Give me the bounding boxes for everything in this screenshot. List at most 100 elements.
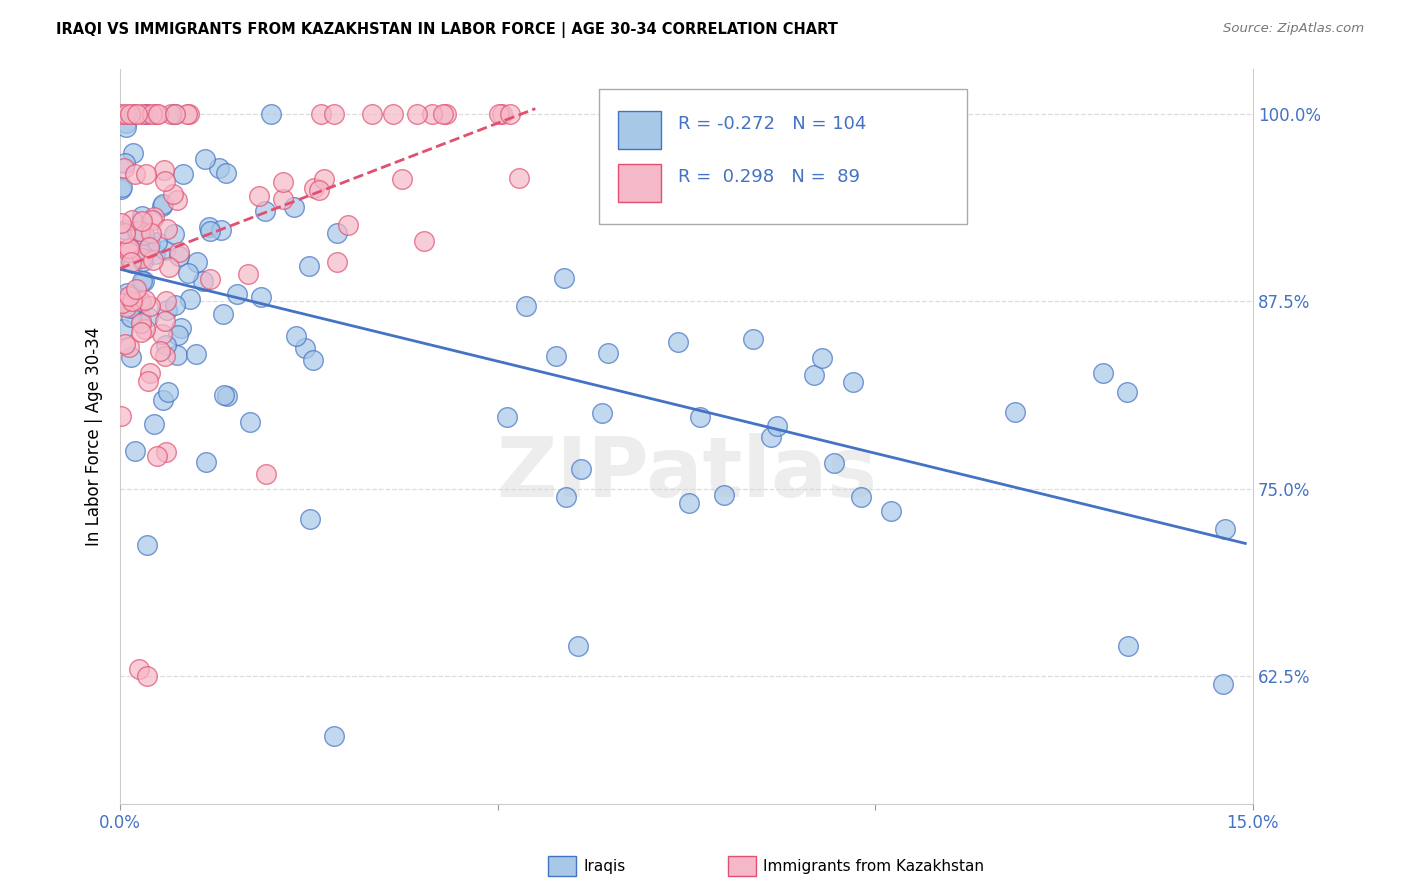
Point [546, 349, 568, 363]
Point [146, 235, 169, 249]
Point [215, 166, 238, 180]
Text: IRAQI VS IMMIGRANTS FROM KAZAKHSTAN IN LABOR FORCE | AGE 30-34 CORRELATION CHART: IRAQI VS IMMIGRANTS FROM KAZAKHSTAN IN L… [56, 22, 838, 38]
Point [129, 316, 152, 330]
Point [120, 310, 142, 324]
Point [111, 322, 134, 336]
Point [110, 182, 132, 196]
Point [842, 375, 865, 389]
Point [405, 106, 427, 120]
Point [165, 106, 187, 120]
Point [124, 106, 146, 120]
Point [121, 213, 143, 227]
Point [172, 167, 194, 181]
Point [129, 311, 152, 326]
Point [239, 415, 262, 429]
Point [118, 340, 141, 354]
Point [135, 538, 157, 552]
Point [141, 106, 163, 120]
Point [226, 287, 249, 301]
Point [678, 496, 700, 510]
Point [153, 243, 176, 257]
Point [150, 327, 173, 342]
Point [149, 344, 172, 359]
Point [138, 241, 160, 255]
Point [294, 341, 316, 355]
Y-axis label: In Labor Force | Age 30-34: In Labor Force | Age 30-34 [86, 326, 103, 546]
Point [823, 456, 845, 470]
Point [145, 106, 167, 120]
Point [1004, 404, 1026, 418]
Point [156, 384, 179, 399]
Point [198, 224, 221, 238]
Point [508, 171, 530, 186]
Point [496, 409, 519, 424]
Point [162, 186, 184, 201]
Point [167, 328, 190, 343]
Point [208, 161, 231, 176]
Point [432, 106, 454, 120]
Point [155, 174, 177, 188]
Point [153, 163, 176, 178]
Point [135, 106, 157, 120]
Point [761, 430, 783, 444]
Point [135, 106, 157, 120]
Point [110, 217, 132, 231]
Point [271, 175, 294, 189]
Point [131, 106, 153, 120]
Point [153, 349, 176, 363]
Point [157, 260, 180, 274]
Point [250, 290, 273, 304]
Point [212, 388, 235, 402]
Point [112, 161, 135, 175]
Point [120, 255, 142, 269]
Point [121, 293, 143, 308]
Point [742, 332, 765, 346]
Point [128, 662, 150, 676]
Point [122, 146, 145, 161]
Point [160, 106, 183, 120]
Point [131, 251, 153, 265]
Point [215, 389, 238, 403]
Point [247, 189, 270, 203]
Point [166, 347, 188, 361]
Point [114, 116, 136, 130]
Text: R =  0.298   N =  89: R = 0.298 N = 89 [679, 168, 860, 186]
FancyBboxPatch shape [599, 89, 967, 225]
Point [146, 449, 169, 463]
Point [129, 294, 152, 309]
Point [253, 203, 276, 218]
Point [131, 274, 153, 288]
Point [236, 267, 259, 281]
Point [271, 193, 294, 207]
Point [165, 106, 187, 120]
Point [155, 294, 177, 309]
Text: Iraqis: Iraqis [583, 859, 626, 873]
Point [155, 338, 177, 352]
Point [209, 222, 232, 236]
Point [136, 310, 159, 324]
Point [434, 106, 457, 120]
Point [1091, 366, 1114, 380]
Point [177, 106, 200, 120]
Point [141, 226, 163, 240]
Point [1213, 522, 1236, 536]
Point [598, 346, 620, 360]
Point [111, 295, 134, 310]
Point [515, 299, 537, 313]
Point [138, 240, 160, 254]
Point [134, 293, 156, 308]
Point [115, 300, 138, 314]
Point [169, 249, 191, 263]
Point [135, 167, 157, 181]
Point [391, 171, 413, 186]
Point [129, 325, 152, 339]
Point [553, 270, 575, 285]
Point [125, 282, 148, 296]
Point [155, 445, 177, 459]
Point [254, 467, 277, 481]
Point [195, 455, 218, 469]
Point [326, 255, 349, 269]
Point [322, 730, 344, 744]
Point [118, 301, 141, 316]
Point [114, 226, 136, 240]
